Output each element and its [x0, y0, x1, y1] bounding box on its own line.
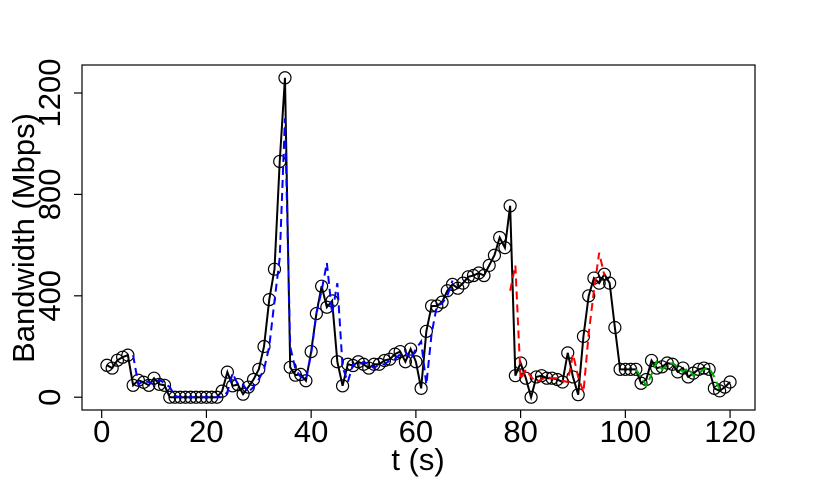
data-point	[288, 368, 303, 382]
data-point	[487, 248, 502, 262]
data-point	[582, 289, 596, 303]
data-point	[571, 388, 585, 402]
data-point	[451, 281, 465, 295]
x-tick-label: 120	[704, 414, 756, 449]
data-point	[613, 362, 627, 376]
y-axis-label: Bandwidth (Mbps)	[6, 113, 41, 363]
data-point	[236, 387, 250, 401]
data-point	[629, 362, 643, 376]
data-point	[184, 390, 198, 404]
data-point	[618, 362, 632, 376]
data-point	[199, 390, 214, 404]
data-point	[330, 355, 344, 369]
data-point	[404, 342, 418, 356]
data-point	[524, 390, 538, 404]
series-line	[509, 252, 606, 393]
data-point	[435, 295, 449, 309]
x-axis-label: t (s)	[391, 442, 444, 477]
data-point	[252, 362, 266, 376]
data-point	[163, 390, 177, 404]
data-point	[315, 279, 329, 293]
data-point	[220, 365, 234, 379]
data-point	[723, 375, 737, 389]
data-point	[498, 241, 512, 255]
x-tick-label: 100	[599, 414, 651, 449]
data-point	[477, 268, 491, 283]
series-line	[132, 118, 454, 399]
data-point	[226, 379, 240, 393]
data-point	[482, 258, 496, 272]
y-tick-label: 400	[32, 270, 67, 322]
y-tick-label: 800	[32, 169, 67, 221]
data-point	[142, 378, 156, 392]
data-point	[493, 230, 507, 245]
x-tick-label: 40	[294, 414, 328, 449]
data-point	[561, 346, 575, 360]
data-point	[419, 324, 433, 338]
x-tick-label: 60	[399, 414, 433, 449]
data-point	[335, 379, 350, 393]
data-point	[697, 361, 711, 375]
data-point	[398, 355, 413, 369]
data-point	[503, 199, 517, 213]
data-point	[414, 381, 428, 395]
data-point	[278, 71, 292, 85]
series-line	[634, 359, 721, 390]
y-tick-label: 0	[32, 389, 67, 406]
series-line	[106, 77, 731, 402]
data-point	[157, 378, 172, 392]
data-point	[377, 353, 392, 368]
plot-box	[81, 64, 756, 411]
data-point	[603, 276, 617, 290]
data-point	[273, 154, 287, 169]
data-point	[409, 355, 423, 369]
data-point	[608, 320, 622, 335]
data-point	[514, 356, 528, 370]
data-point	[173, 390, 187, 404]
data-point	[257, 339, 271, 354]
x-tick-label: 20	[189, 414, 223, 449]
data-point	[267, 262, 282, 276]
x-tick-label: 80	[503, 414, 537, 449]
y-tick-label: 1200	[32, 59, 67, 128]
x-tick-label: 0	[93, 414, 110, 449]
